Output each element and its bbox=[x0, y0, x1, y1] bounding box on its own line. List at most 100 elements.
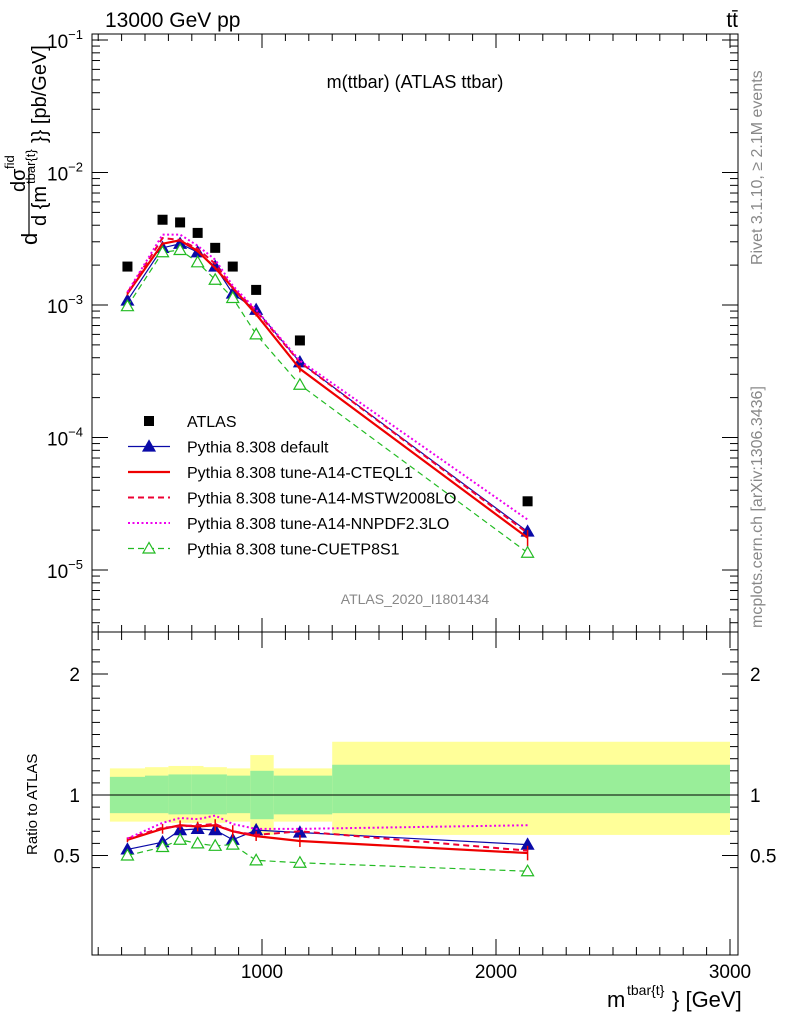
ratio-axes: 0.5 0.5 1 1 2 2 1000 2000 3000 bbox=[54, 632, 776, 983]
y-label-units: }} [pb/GeV] bbox=[29, 45, 51, 143]
data-point bbox=[175, 217, 186, 228]
ratio-x-tick-label: 3000 bbox=[709, 962, 751, 983]
main-y-tick-label: 10−3 bbox=[47, 292, 83, 318]
legend-label: ATLAS bbox=[187, 414, 237, 431]
ratio-x-tick-label: 1000 bbox=[241, 962, 283, 983]
data-point bbox=[210, 242, 221, 253]
ratio-series-4 bbox=[120, 832, 535, 877]
data-point bbox=[155, 245, 170, 258]
ratio-y-tick-label-right: 1 bbox=[750, 786, 761, 807]
ratio-series-line bbox=[127, 823, 528, 852]
main-y-tick-label: 10−1 bbox=[47, 27, 83, 53]
main-y-tick-base: 10 bbox=[47, 297, 68, 318]
ratio-point bbox=[249, 853, 264, 866]
main-y-tick-base: 10 bbox=[47, 32, 68, 53]
legend-label: Pythia 8.308 default bbox=[187, 440, 329, 457]
ratio-point bbox=[225, 837, 240, 850]
data-point bbox=[157, 214, 168, 225]
ratio-y-tick-label-right: 0.5 bbox=[750, 847, 776, 868]
data-point bbox=[173, 242, 188, 256]
series-line bbox=[126, 249, 528, 554]
main-plot-area bbox=[120, 214, 535, 558]
ratio-plot-area bbox=[120, 814, 535, 877]
main-y-tick-base: 10 bbox=[47, 165, 68, 186]
legend: ATLAS Pythia 8.308 default Pythia 8.308 tu… bbox=[128, 414, 456, 559]
y-label-dsigma: dσ bbox=[8, 168, 30, 192]
main-y-axis-label: d dσ fid d {m tbar{t} }} [pb/GeV] bbox=[2, 45, 51, 245]
y-label-fid: fid bbox=[2, 155, 17, 169]
ratio-point bbox=[155, 839, 170, 853]
main-y-tick-label: 10−2 bbox=[47, 160, 83, 186]
ratio-uncertainty-bands bbox=[109, 741, 730, 835]
data-point bbox=[120, 298, 135, 312]
series-0 bbox=[122, 214, 533, 507]
y-label-d: d bbox=[17, 233, 42, 245]
main-y-tick-exponent: −3 bbox=[68, 292, 83, 307]
data-point bbox=[192, 227, 203, 238]
ratio-inner-band bbox=[191, 774, 204, 815]
legend-label: Pythia 8.308 tune-A14-CTEQL1 bbox=[187, 465, 413, 482]
plot-title: m(ttbar) (ATLAS ttbar) bbox=[327, 72, 504, 92]
ratio-y-label: Ratio to ATLAS bbox=[24, 754, 41, 855]
ratio-point bbox=[520, 864, 535, 877]
ratio-point bbox=[208, 838, 223, 851]
main-y-tick-exponent: −1 bbox=[68, 27, 83, 42]
collision-label: 13000 GeV pp bbox=[105, 9, 240, 32]
ratio-inner-band bbox=[145, 775, 169, 814]
ratio-point bbox=[292, 855, 307, 868]
legend-label: Pythia 8.308 tune-A14-NNPDF2.3LO bbox=[187, 516, 449, 533]
data-point bbox=[249, 327, 264, 340]
ratio-y-tick-label: 1 bbox=[69, 786, 80, 807]
data-point bbox=[251, 284, 262, 295]
legend-marker bbox=[141, 439, 157, 452]
rivet-version-label: Rivet 3.1.10, ≥ 2.1M events bbox=[749, 70, 766, 265]
main-y-tick-label: 10−4 bbox=[47, 425, 83, 451]
ratio-frame bbox=[91, 631, 739, 956]
x-label-m: m bbox=[607, 987, 625, 1012]
legend-marker bbox=[144, 416, 154, 426]
data-point bbox=[292, 377, 307, 390]
data-point bbox=[520, 545, 535, 558]
mcplots-label: mcplots.cern.ch [arXiv:1306.3436] bbox=[749, 386, 766, 628]
series-4 bbox=[126, 233, 529, 521]
ratio-series-2 bbox=[127, 823, 528, 852]
main-y-tick-label: 10−5 bbox=[47, 557, 83, 583]
ratio-x-tick-label: 2000 bbox=[475, 962, 517, 983]
series-line bbox=[126, 233, 529, 521]
data-point bbox=[227, 261, 238, 272]
main-y-tick-base: 10 bbox=[47, 562, 68, 583]
ratio-y-tick-label: 0.5 bbox=[54, 847, 80, 868]
x-label-units: } [GeV] bbox=[672, 987, 742, 1012]
y-label-denominator: d {m bbox=[29, 186, 51, 226]
ratio-point bbox=[173, 832, 188, 845]
analysis-watermark: ATLAS_2020_I1801434 bbox=[341, 591, 490, 607]
data-point bbox=[522, 496, 533, 507]
legend-label: Pythia 8.308 tune-CUETP8S1 bbox=[187, 542, 400, 559]
ratio-y-tick-label: 2 bbox=[69, 665, 80, 686]
series-5 bbox=[120, 242, 535, 558]
main-y-tick-exponent: −5 bbox=[68, 557, 83, 572]
ratio-point bbox=[190, 836, 205, 849]
x-label-superscript: tbar{t} bbox=[627, 982, 665, 998]
ratio-inner-band bbox=[168, 774, 192, 815]
main-y-tick-base: 10 bbox=[47, 430, 68, 451]
data-point bbox=[190, 255, 205, 268]
data-point bbox=[122, 261, 133, 272]
x-axis-label: m tbar{t} } [GeV] bbox=[607, 982, 742, 1012]
ratio-series-line bbox=[127, 839, 528, 872]
ratio-inner-band bbox=[226, 775, 251, 814]
series-3 bbox=[126, 237, 529, 534]
main-y-tick-exponent: −4 bbox=[68, 425, 83, 440]
data-point bbox=[225, 290, 240, 304]
main-y-tick-exponent: −2 bbox=[68, 160, 83, 175]
data-point bbox=[294, 335, 305, 346]
legend-label: Pythia 8.308 tune-A14-MSTW2008LO bbox=[187, 491, 456, 508]
main-y-axis: 10−510−410−310−210−1 bbox=[47, 27, 738, 632]
ratio-point bbox=[120, 848, 135, 861]
series-line bbox=[126, 237, 529, 534]
y-label-tbar: tbar{t} bbox=[23, 149, 38, 184]
process-label: tt̄ bbox=[726, 9, 738, 32]
ratio-inner-band bbox=[203, 774, 227, 815]
ratio-y-tick-label-right: 2 bbox=[750, 665, 761, 686]
